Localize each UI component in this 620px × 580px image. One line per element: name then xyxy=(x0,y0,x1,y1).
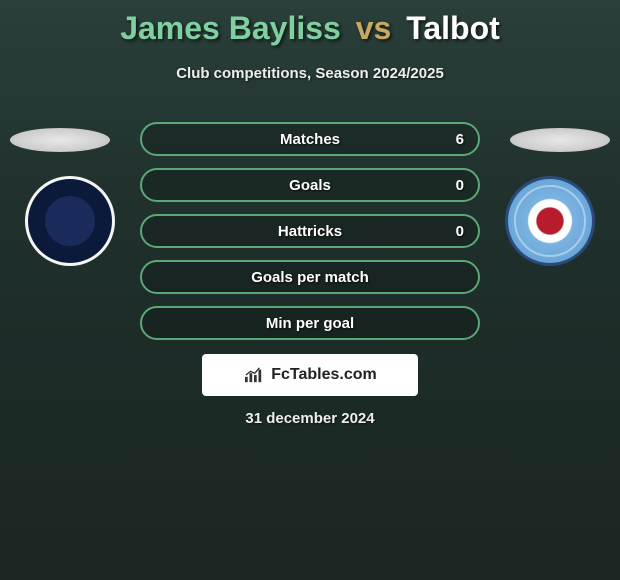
stat-row-goals-per-match: Goals per match xyxy=(140,260,480,294)
chart-icon xyxy=(243,366,265,384)
stat-right-value: 0 xyxy=(456,177,464,194)
stat-row-matches: Matches 6 xyxy=(140,122,480,156)
stat-label: Goals xyxy=(289,177,331,194)
brand-logo: FcTables.com xyxy=(202,354,418,396)
player2-silhouette xyxy=(510,128,610,152)
stat-right-value: 0 xyxy=(456,223,464,240)
team2-badge xyxy=(500,176,600,266)
stat-row-min-per-goal: Min per goal xyxy=(140,306,480,340)
vs-label: vs xyxy=(356,10,392,46)
stat-row-hattricks: Hattricks 0 xyxy=(140,214,480,248)
stat-label: Matches xyxy=(280,131,340,148)
stat-right-value: 6 xyxy=(456,131,464,148)
player2-name: Talbot xyxy=(406,10,500,46)
player1-silhouette xyxy=(10,128,110,152)
stat-label: Min per goal xyxy=(266,315,354,332)
stat-label: Hattricks xyxy=(278,223,342,240)
brand-text: FcTables.com xyxy=(271,366,377,384)
stats-container: Matches 6 Goals 0 Hattricks 0 Goals per … xyxy=(140,122,480,352)
date-label: 31 december 2024 xyxy=(0,410,620,427)
subtitle: Club competitions, Season 2024/2025 xyxy=(0,65,620,82)
player1-name: James Bayliss xyxy=(120,10,341,46)
comparison-title: James Bayliss vs Talbot xyxy=(0,0,620,47)
melbourne-city-crest-icon xyxy=(505,176,595,266)
stat-label: Goals per match xyxy=(251,269,369,286)
mariners-crest-icon xyxy=(25,176,115,266)
stat-row-goals: Goals 0 xyxy=(140,168,480,202)
team1-badge xyxy=(20,176,120,266)
